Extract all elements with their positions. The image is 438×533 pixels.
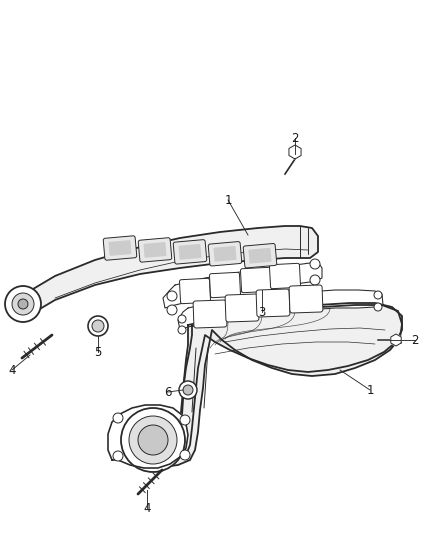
Circle shape — [113, 413, 123, 423]
FancyBboxPatch shape — [138, 238, 172, 262]
Circle shape — [374, 303, 382, 311]
Circle shape — [121, 408, 185, 472]
Polygon shape — [163, 262, 322, 308]
Text: 2: 2 — [291, 132, 299, 144]
Polygon shape — [178, 290, 383, 330]
Text: 2: 2 — [411, 334, 419, 346]
FancyBboxPatch shape — [173, 240, 207, 264]
FancyBboxPatch shape — [209, 272, 240, 297]
Text: 4: 4 — [8, 364, 16, 376]
Circle shape — [138, 425, 168, 455]
Polygon shape — [115, 305, 402, 468]
Polygon shape — [18, 226, 318, 316]
FancyBboxPatch shape — [208, 241, 242, 266]
Circle shape — [88, 316, 108, 336]
FancyBboxPatch shape — [243, 244, 277, 268]
Circle shape — [179, 381, 197, 399]
Polygon shape — [289, 145, 301, 159]
Polygon shape — [108, 405, 188, 468]
Circle shape — [129, 416, 177, 464]
FancyBboxPatch shape — [225, 294, 259, 322]
FancyBboxPatch shape — [180, 278, 211, 304]
Circle shape — [180, 450, 190, 460]
FancyBboxPatch shape — [103, 236, 137, 260]
Circle shape — [5, 286, 41, 322]
Text: 5: 5 — [94, 345, 102, 359]
FancyBboxPatch shape — [289, 285, 323, 313]
Circle shape — [12, 293, 34, 315]
Polygon shape — [120, 303, 402, 462]
Circle shape — [310, 275, 320, 285]
Circle shape — [167, 291, 177, 301]
Circle shape — [167, 305, 177, 315]
Circle shape — [113, 451, 123, 461]
FancyBboxPatch shape — [144, 242, 166, 258]
FancyBboxPatch shape — [269, 263, 300, 289]
FancyBboxPatch shape — [193, 300, 227, 328]
FancyBboxPatch shape — [179, 244, 201, 260]
Circle shape — [310, 259, 320, 269]
Text: 4: 4 — [143, 502, 151, 514]
Circle shape — [178, 326, 186, 334]
Circle shape — [92, 320, 104, 332]
FancyBboxPatch shape — [248, 248, 272, 263]
FancyBboxPatch shape — [109, 240, 131, 256]
FancyBboxPatch shape — [240, 268, 272, 293]
Circle shape — [18, 299, 28, 309]
Text: 3: 3 — [258, 305, 266, 319]
Text: 6: 6 — [164, 385, 172, 399]
Circle shape — [374, 291, 382, 299]
Circle shape — [180, 415, 190, 425]
FancyBboxPatch shape — [256, 289, 290, 317]
Text: 1: 1 — [224, 193, 232, 206]
Circle shape — [178, 315, 186, 323]
Polygon shape — [391, 334, 401, 346]
Text: 1: 1 — [366, 384, 374, 397]
Circle shape — [183, 385, 193, 395]
FancyBboxPatch shape — [213, 246, 237, 262]
